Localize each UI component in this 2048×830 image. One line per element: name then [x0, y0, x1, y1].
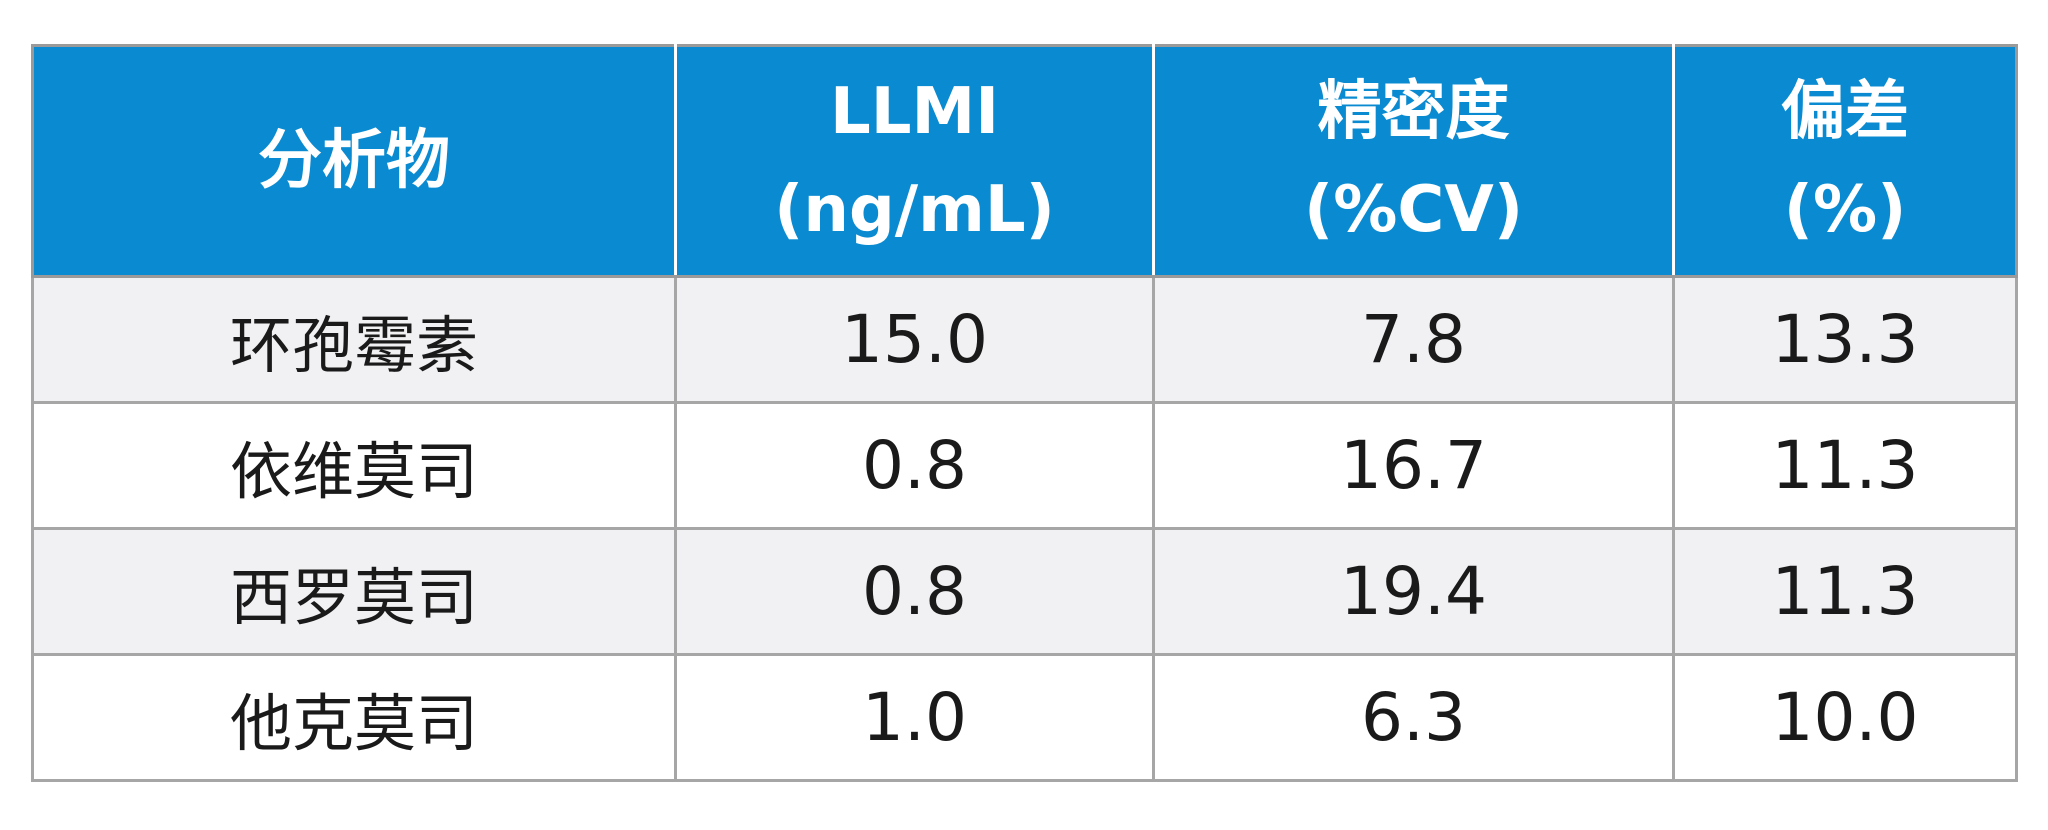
- header-bias-unit: (%): [1783, 173, 1907, 247]
- llmi-cell: 0.8: [674, 527, 1155, 656]
- table-row: 西罗莫司 0.8 19.4 11.3: [31, 527, 2018, 656]
- results-table: 分析物 LLMI (ng/mL) 精密度 (%CV) 偏差 (%) 环孢霉素: [31, 44, 2018, 782]
- analyte-cell: 依维莫司: [31, 401, 677, 530]
- llmi-cell: 1.0: [674, 653, 1155, 782]
- header-precision-label: 精密度: [1317, 75, 1510, 149]
- bias-cell: 10.0: [1672, 653, 2018, 782]
- header-llmi-label: LLMI: [829, 75, 1000, 149]
- analyte-cell: 西罗莫司: [31, 527, 677, 656]
- header-llmi-unit: (ng/mL): [774, 173, 1055, 247]
- precision-cell: 6.3: [1152, 653, 1675, 782]
- header-bias-label: 偏差: [1781, 75, 1909, 149]
- precision-cell: 7.8: [1152, 275, 1675, 404]
- table-row: 他克莫司 1.0 6.3 10.0: [31, 653, 2018, 782]
- analyte-cell: 环孢霉素: [31, 275, 677, 404]
- precision-cell: 19.4: [1152, 527, 1675, 656]
- table-row: 环孢霉素 15.0 7.8 13.3: [31, 275, 2018, 404]
- header-precision-unit: (%CV): [1303, 173, 1524, 247]
- header-precision: 精密度 (%CV): [1152, 44, 1675, 278]
- bias-cell: 13.3: [1672, 275, 2018, 404]
- analyte-cell: 他克莫司: [31, 653, 677, 782]
- header-bias: 偏差 (%): [1672, 44, 2018, 278]
- table-header-row: 分析物 LLMI (ng/mL) 精密度 (%CV) 偏差 (%): [31, 44, 2018, 278]
- header-analyte-label: 分析物: [258, 124, 450, 198]
- llmi-cell: 0.8: [674, 401, 1155, 530]
- header-analyte: 分析物: [31, 44, 677, 278]
- header-llmi: LLMI (ng/mL): [674, 44, 1155, 278]
- table-row: 依维莫司 0.8 16.7 11.3: [31, 401, 2018, 530]
- llmi-cell: 15.0: [674, 275, 1155, 404]
- bias-cell: 11.3: [1672, 527, 2018, 656]
- bias-cell: 11.3: [1672, 401, 2018, 530]
- precision-cell: 16.7: [1152, 401, 1675, 530]
- results-table-container: 分析物 LLMI (ng/mL) 精密度 (%CV) 偏差 (%) 环孢霉素: [31, 44, 2018, 782]
